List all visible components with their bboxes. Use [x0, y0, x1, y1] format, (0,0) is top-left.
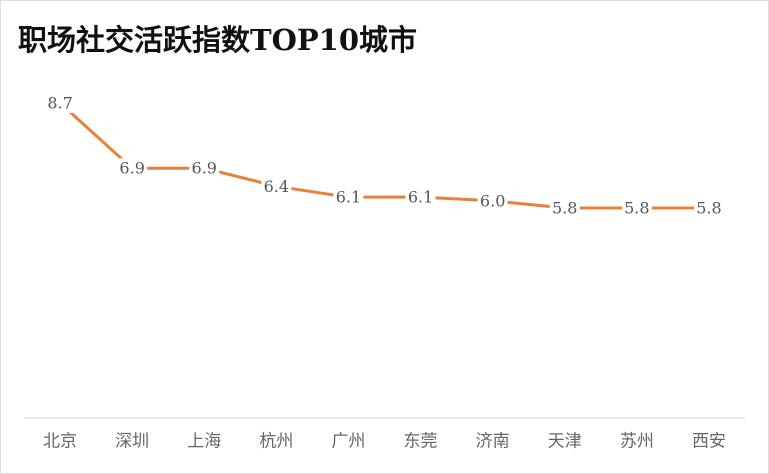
x-tick-label: 北京 [43, 432, 77, 452]
value-label: 6.4 [264, 177, 289, 196]
value-label: 6.0 [480, 191, 505, 210]
value-label: 8.7 [47, 94, 72, 113]
x-tick-label: 东莞 [404, 432, 438, 452]
chart-title: 职场社交活跃指数TOP10城市 [18, 23, 417, 57]
value-label: 5.8 [624, 199, 649, 218]
label-bg [189, 158, 220, 179]
value-label: 6.1 [336, 188, 361, 207]
label-bg [693, 198, 724, 219]
x-tick-label: 广州 [331, 432, 365, 452]
label-bg [621, 198, 652, 219]
value-label: 6.9 [119, 159, 144, 178]
value-label: 5.8 [552, 199, 577, 218]
label-bg [261, 176, 292, 197]
value-label: 6.1 [408, 188, 433, 207]
x-tick-label: 苏州 [620, 432, 654, 452]
label-bg [405, 187, 436, 208]
x-tick-label: 天津 [548, 432, 582, 452]
x-tick-label: 杭州 [259, 432, 293, 452]
value-label: 5.8 [696, 199, 721, 218]
label-bg [45, 93, 76, 114]
label-bg [549, 198, 580, 219]
label-bg [333, 187, 364, 208]
x-tick-label: 西安 [692, 432, 726, 452]
label-bg [477, 190, 508, 211]
value-label: 6.9 [192, 159, 217, 178]
x-tick-label: 深圳 [115, 432, 149, 452]
label-bg [117, 158, 148, 179]
x-tick-label: 上海 [187, 432, 221, 452]
line [59, 101, 709, 210]
x-tick-label: 济南 [476, 432, 510, 452]
